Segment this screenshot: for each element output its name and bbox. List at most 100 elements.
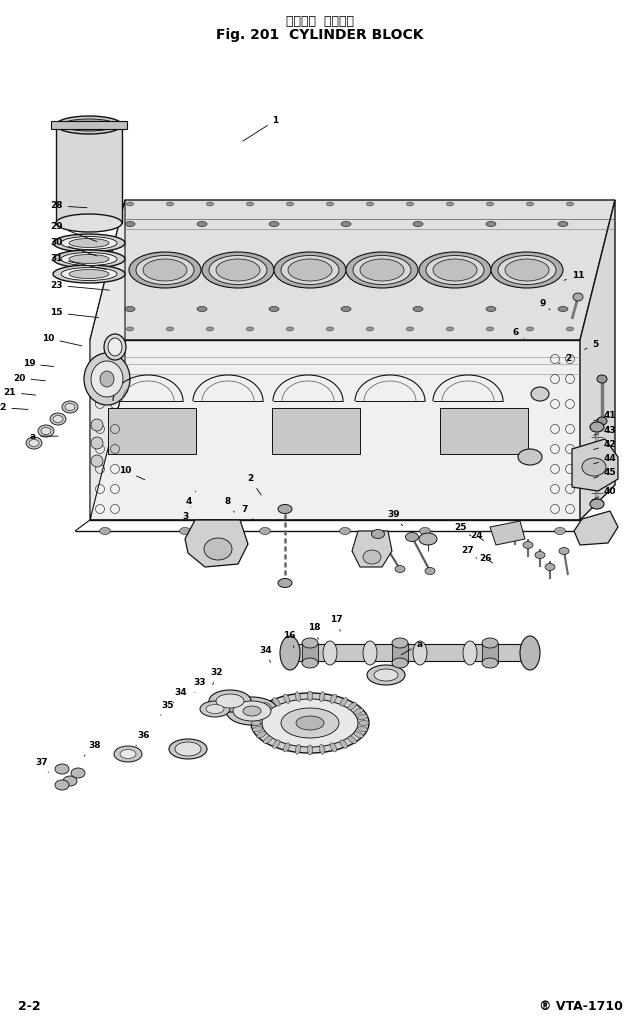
Ellipse shape [326, 202, 333, 206]
Ellipse shape [419, 528, 431, 535]
Ellipse shape [526, 327, 533, 331]
Polygon shape [51, 121, 127, 129]
Ellipse shape [482, 638, 498, 648]
Ellipse shape [263, 736, 272, 744]
Ellipse shape [419, 533, 437, 545]
Ellipse shape [567, 327, 574, 331]
Text: 4: 4 [186, 491, 196, 505]
Polygon shape [392, 643, 408, 663]
Ellipse shape [247, 327, 253, 331]
Ellipse shape [226, 697, 278, 725]
Polygon shape [482, 643, 498, 663]
Ellipse shape [308, 691, 313, 701]
Ellipse shape [253, 727, 262, 732]
Ellipse shape [179, 528, 190, 535]
Ellipse shape [296, 745, 301, 754]
Ellipse shape [126, 202, 133, 206]
Ellipse shape [296, 692, 301, 702]
Ellipse shape [463, 641, 477, 665]
Ellipse shape [283, 694, 290, 703]
Ellipse shape [487, 327, 494, 331]
Polygon shape [302, 643, 318, 663]
Ellipse shape [302, 658, 318, 668]
Ellipse shape [91, 455, 103, 467]
Ellipse shape [520, 636, 540, 671]
Ellipse shape [523, 541, 533, 548]
Polygon shape [185, 520, 248, 567]
Ellipse shape [419, 252, 491, 288]
Text: 24: 24 [470, 532, 483, 540]
Text: 29: 29 [50, 222, 97, 242]
Ellipse shape [69, 255, 109, 264]
Ellipse shape [363, 641, 377, 665]
Ellipse shape [233, 701, 271, 721]
Ellipse shape [278, 504, 292, 514]
Ellipse shape [243, 706, 261, 716]
Ellipse shape [353, 256, 411, 284]
Text: 5: 5 [585, 340, 599, 350]
Text: 16: 16 [283, 632, 296, 647]
Ellipse shape [169, 739, 207, 759]
Ellipse shape [99, 528, 110, 535]
Ellipse shape [175, 742, 201, 756]
Ellipse shape [340, 740, 347, 748]
Text: 11: 11 [564, 271, 585, 280]
Ellipse shape [55, 764, 69, 774]
Ellipse shape [535, 551, 545, 558]
Ellipse shape [256, 732, 266, 738]
Text: 26: 26 [479, 554, 492, 562]
Ellipse shape [69, 269, 109, 278]
Ellipse shape [392, 638, 408, 648]
Ellipse shape [358, 727, 367, 732]
Text: 41: 41 [594, 412, 617, 421]
Ellipse shape [367, 327, 374, 331]
Ellipse shape [288, 259, 332, 281]
Ellipse shape [358, 714, 367, 719]
Ellipse shape [269, 307, 279, 312]
Ellipse shape [590, 422, 604, 432]
Ellipse shape [197, 307, 207, 312]
Text: 18: 18 [308, 624, 320, 639]
Ellipse shape [374, 669, 398, 681]
Text: 20: 20 [13, 374, 46, 382]
Ellipse shape [61, 268, 117, 280]
Ellipse shape [53, 416, 63, 423]
Text: 22: 22 [0, 404, 28, 412]
Ellipse shape [269, 221, 279, 226]
Ellipse shape [482, 658, 498, 668]
Ellipse shape [260, 528, 271, 535]
Text: 3: 3 [183, 506, 191, 521]
Ellipse shape [486, 221, 496, 226]
Ellipse shape [296, 716, 324, 730]
Polygon shape [352, 531, 392, 567]
Ellipse shape [61, 236, 117, 250]
Text: 32: 32 [210, 668, 223, 685]
Ellipse shape [280, 636, 300, 671]
Ellipse shape [126, 327, 133, 331]
Text: Fig. 201  CYLINDER BLOCK: Fig. 201 CYLINDER BLOCK [216, 28, 424, 42]
Ellipse shape [120, 750, 136, 758]
Ellipse shape [413, 641, 427, 665]
Ellipse shape [491, 252, 563, 288]
Ellipse shape [216, 694, 244, 708]
Ellipse shape [372, 530, 385, 538]
Ellipse shape [69, 238, 109, 248]
Ellipse shape [287, 327, 294, 331]
Ellipse shape [326, 327, 333, 331]
Ellipse shape [287, 202, 294, 206]
Ellipse shape [204, 538, 232, 560]
Ellipse shape [256, 708, 266, 714]
Ellipse shape [433, 259, 477, 281]
Ellipse shape [367, 202, 374, 206]
Ellipse shape [590, 499, 604, 510]
Ellipse shape [56, 214, 122, 232]
Ellipse shape [281, 256, 339, 284]
Text: 36: 36 [136, 732, 150, 746]
Ellipse shape [406, 533, 419, 541]
Ellipse shape [354, 732, 363, 738]
Ellipse shape [340, 698, 347, 706]
Polygon shape [572, 439, 618, 491]
Ellipse shape [55, 780, 69, 790]
Ellipse shape [62, 401, 78, 413]
Ellipse shape [499, 528, 510, 535]
